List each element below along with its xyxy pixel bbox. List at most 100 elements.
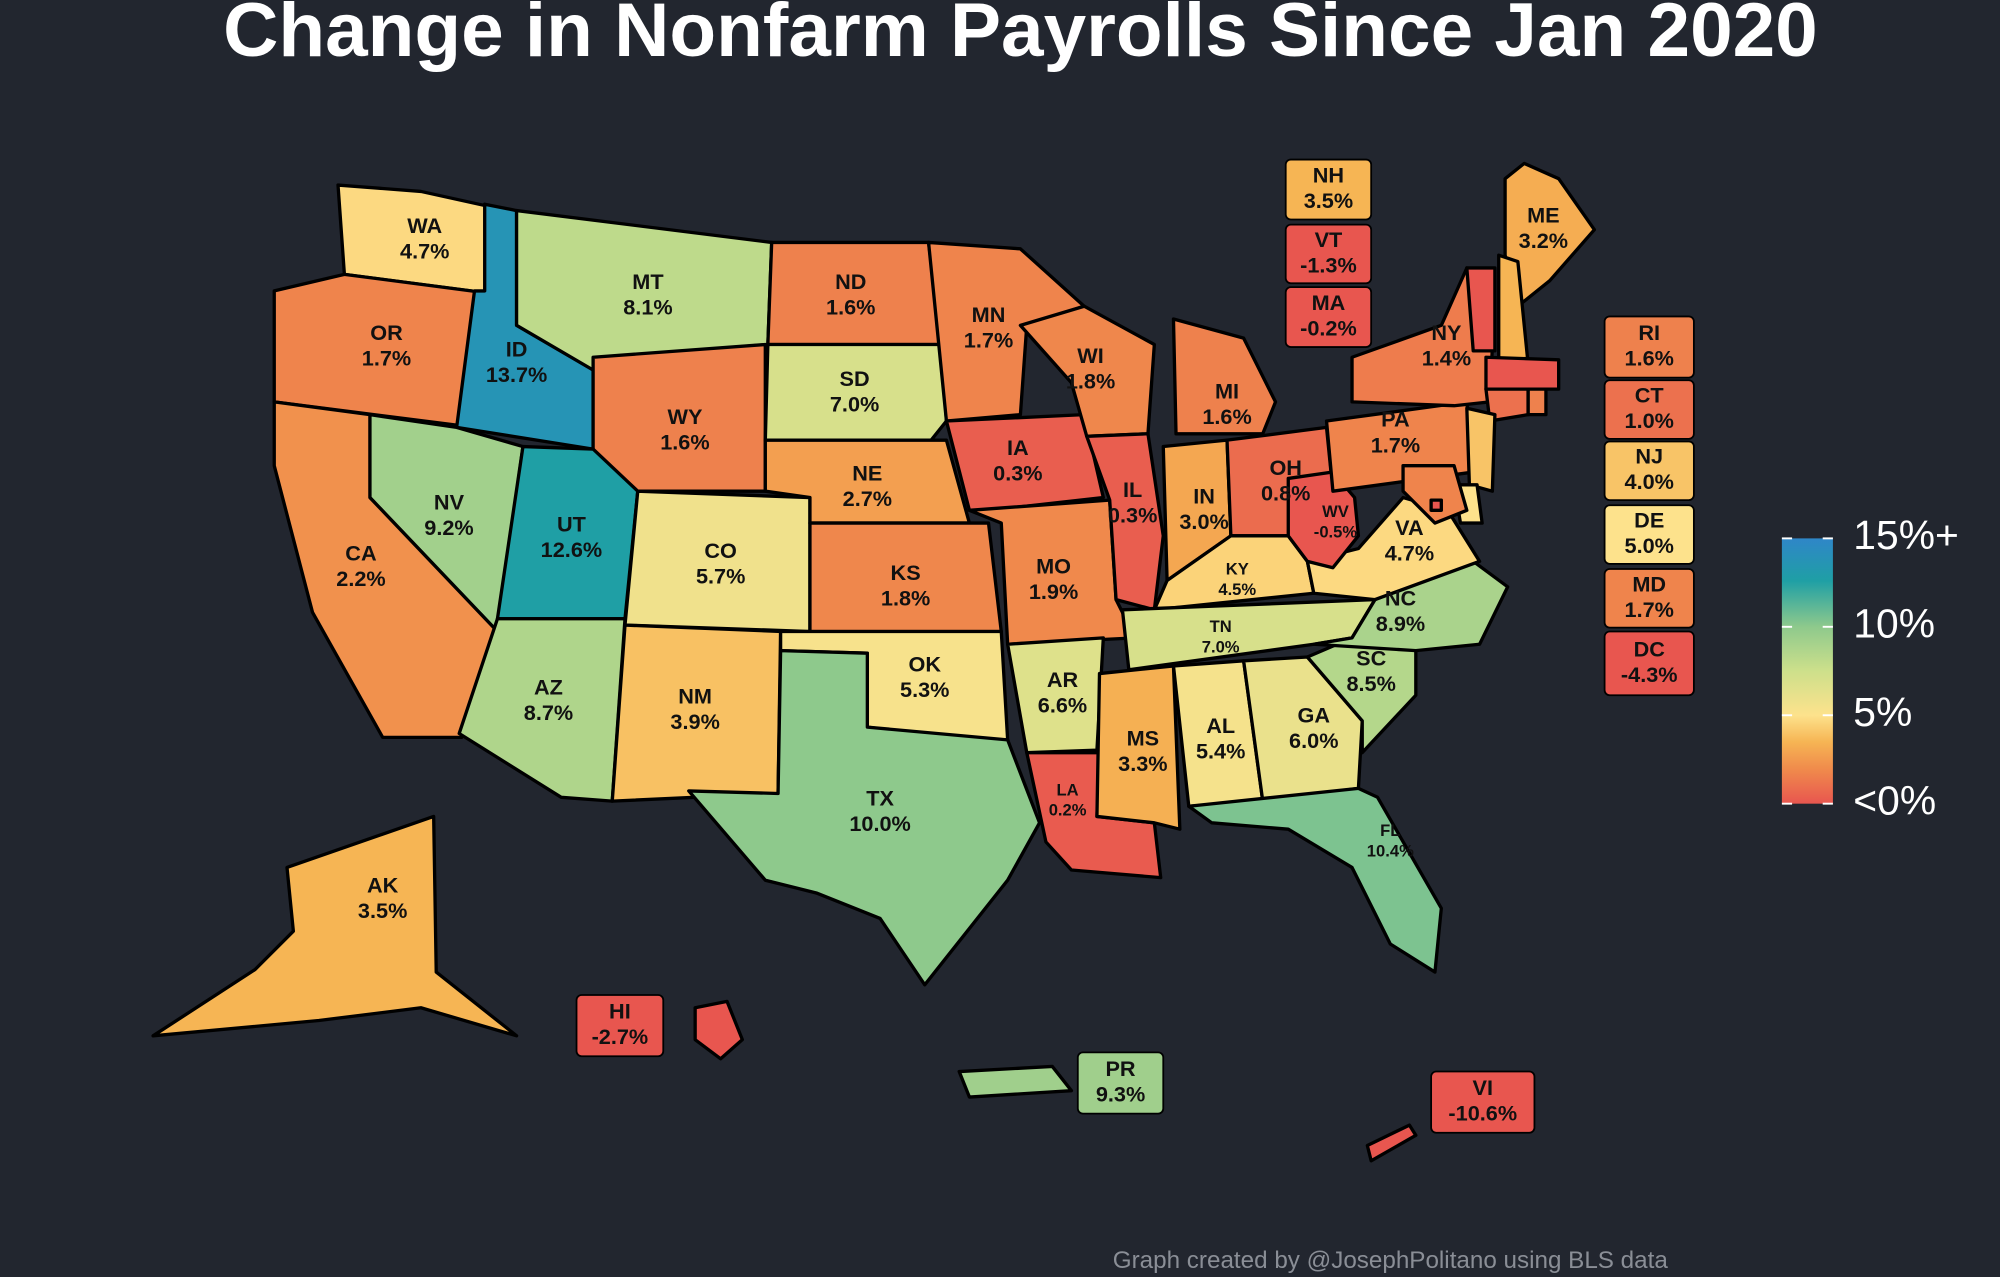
credit: Graph created by @JosephPolitano using B…: [1113, 1247, 1669, 1274]
state-shape: [151, 814, 519, 1038]
state-shape: [272, 400, 500, 740]
state-abbr: SD: [840, 366, 870, 391]
legend-label: <0%: [1853, 777, 1936, 823]
state-value: 1.7%: [964, 328, 1013, 353]
state-shape: [1241, 655, 1364, 803]
state-abbr: NE: [852, 460, 882, 485]
state-abbr: PA: [1381, 407, 1410, 432]
state-abbr: NM: [678, 684, 712, 709]
state-abbr: NH: [1313, 162, 1344, 187]
state-abbr: TX: [866, 786, 894, 811]
state-abbr: MN: [972, 302, 1006, 327]
states-layer: [151, 161, 1597, 1163]
state-value: 1.6%: [1202, 404, 1251, 429]
state-value: 1.6%: [1625, 346, 1674, 371]
state-value: -0.5%: [1314, 523, 1358, 542]
state-value: 5.3%: [900, 677, 949, 702]
state-abbr: NV: [434, 490, 465, 515]
state-value: 4.0%: [1625, 469, 1674, 494]
state-abbr: ND: [835, 269, 866, 294]
state-abbr: HI: [609, 999, 631, 1024]
state-value: 1.6%: [660, 430, 709, 455]
state-value: 10.4%: [1367, 842, 1414, 861]
state-value: 5.7%: [696, 564, 745, 589]
state-shape: [1171, 317, 1278, 436]
state-value: 1.8%: [881, 585, 930, 610]
state-value: 7.0%: [830, 391, 879, 416]
state-value: 1.6%: [826, 295, 875, 320]
state-value: 3.2%: [1519, 228, 1568, 253]
state-abbr: IA: [1007, 435, 1029, 460]
state-value: 3.5%: [1304, 188, 1353, 213]
state-value: 1.4%: [1422, 346, 1471, 371]
state-value: 8.9%: [1376, 611, 1425, 636]
state-box: [1284, 223, 1373, 285]
state-value: 0.3%: [993, 460, 1042, 485]
state-abbr: SC: [1356, 645, 1386, 670]
state-value: -1.3%: [1300, 252, 1357, 277]
state-abbr: TN: [1210, 617, 1232, 636]
state-abbr: CA: [345, 541, 377, 566]
state-value: 1.7%: [362, 346, 411, 371]
state-box: [1603, 504, 1695, 565]
state-abbr: OR: [370, 320, 403, 345]
labels-layer: WA4.7%OR1.7% ID13.7%MT8.1%WY1.6%NV9.2%CA2…: [336, 158, 1695, 1134]
state-abbr: GA: [1298, 703, 1331, 728]
state-abbr: AZ: [534, 675, 563, 700]
state-box: [1603, 440, 1695, 501]
state-abbr: VI: [1473, 1075, 1493, 1100]
state-box: [1603, 630, 1695, 697]
state-value: 2.7%: [843, 486, 892, 511]
state-value: 4.7%: [400, 238, 449, 263]
state-shape: [693, 999, 745, 1061]
state-shape: [1526, 387, 1548, 417]
state-abbr: LA: [1057, 780, 1079, 799]
state-value: 10.0%: [849, 811, 910, 836]
state-shape: [1465, 266, 1497, 353]
state-value: 0.8%: [1261, 481, 1310, 506]
state-value: -4.3%: [1621, 662, 1678, 687]
state-abbr: IL: [1123, 477, 1142, 502]
state-abbr: WY: [667, 404, 702, 429]
state-shape: [957, 1064, 1074, 1099]
state-value: 9.3%: [1096, 1082, 1145, 1107]
state-value: 8.7%: [524, 700, 573, 725]
state-abbr: VT: [1315, 227, 1343, 252]
state-abbr: MI: [1215, 379, 1239, 404]
state-abbr: CT: [1635, 383, 1664, 408]
state-box: [1076, 1051, 1165, 1115]
state-box: [575, 994, 665, 1058]
state-value: 6.6%: [1038, 692, 1087, 717]
state-abbr: OH: [1269, 455, 1302, 480]
state-abbr: CO: [704, 538, 737, 563]
state-abbr: MD: [1632, 571, 1666, 596]
state-shape: [1465, 406, 1497, 493]
state-shape: [457, 617, 627, 803]
state-value: 6.0%: [1289, 728, 1338, 753]
state-abbr: FL: [1380, 821, 1400, 840]
state-value: 0.2%: [1049, 801, 1087, 820]
state-shape: [1484, 355, 1561, 391]
state-value: 3.9%: [670, 709, 719, 734]
state-value: 3.5%: [358, 898, 407, 923]
state-value: 9.2%: [424, 515, 473, 540]
state-value: 1.7%: [1371, 432, 1420, 457]
state-abbr: NJ: [1635, 444, 1663, 469]
state-abbr: AK: [367, 872, 399, 897]
state-abbr: WI: [1077, 343, 1103, 368]
state-value: 4.7%: [1385, 541, 1434, 566]
state-abbr: OK: [908, 652, 941, 677]
state-value: 7.0%: [1202, 637, 1240, 656]
state-abbr: ME: [1527, 203, 1560, 228]
state-shape: [1095, 664, 1182, 831]
state-abbr: AL: [1206, 713, 1235, 738]
state-abbr: VA: [1395, 515, 1424, 540]
state-value: -10.6%: [1448, 1101, 1517, 1126]
state-value: -0.2%: [1300, 316, 1357, 341]
state-abbr: MA: [1312, 290, 1346, 315]
state-value: 4.5%: [1218, 580, 1256, 599]
state-value: 5.0%: [1625, 533, 1674, 558]
state-abbr: WA: [407, 213, 442, 238]
state-value: 8.1%: [623, 295, 672, 320]
